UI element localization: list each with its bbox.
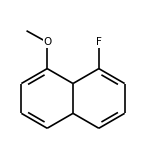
Text: F: F (96, 37, 102, 47)
Text: O: O (43, 37, 51, 47)
